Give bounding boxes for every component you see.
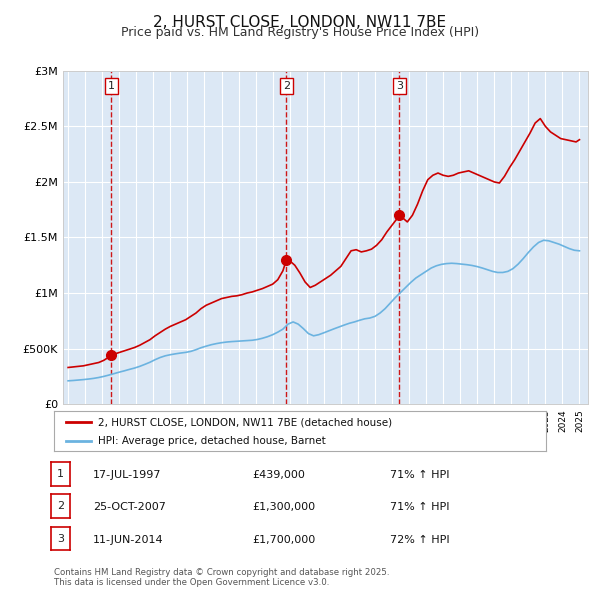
Text: 2, HURST CLOSE, LONDON, NW11 7BE: 2, HURST CLOSE, LONDON, NW11 7BE [154, 15, 446, 30]
Text: 1: 1 [57, 469, 64, 478]
Text: 25-OCT-2007: 25-OCT-2007 [93, 503, 166, 512]
Text: Contains HM Land Registry data © Crown copyright and database right 2025.
This d: Contains HM Land Registry data © Crown c… [54, 568, 389, 587]
Text: £1,700,000: £1,700,000 [252, 535, 315, 545]
Text: HPI: Average price, detached house, Barnet: HPI: Average price, detached house, Barn… [98, 435, 326, 445]
Text: 17-JUL-1997: 17-JUL-1997 [93, 470, 161, 480]
Text: 2, HURST CLOSE, LONDON, NW11 7BE (detached house): 2, HURST CLOSE, LONDON, NW11 7BE (detach… [98, 417, 392, 427]
Text: 2: 2 [57, 502, 64, 511]
Text: 71% ↑ HPI: 71% ↑ HPI [390, 503, 449, 512]
Text: 11-JUN-2014: 11-JUN-2014 [93, 535, 164, 545]
Text: 71% ↑ HPI: 71% ↑ HPI [390, 470, 449, 480]
Text: 2: 2 [283, 81, 290, 91]
Text: 72% ↑ HPI: 72% ↑ HPI [390, 535, 449, 545]
Text: £1,300,000: £1,300,000 [252, 503, 315, 512]
Text: 3: 3 [396, 81, 403, 91]
Text: £439,000: £439,000 [252, 470, 305, 480]
Text: Price paid vs. HM Land Registry's House Price Index (HPI): Price paid vs. HM Land Registry's House … [121, 26, 479, 39]
Text: 1: 1 [108, 81, 115, 91]
Text: 3: 3 [57, 534, 64, 543]
